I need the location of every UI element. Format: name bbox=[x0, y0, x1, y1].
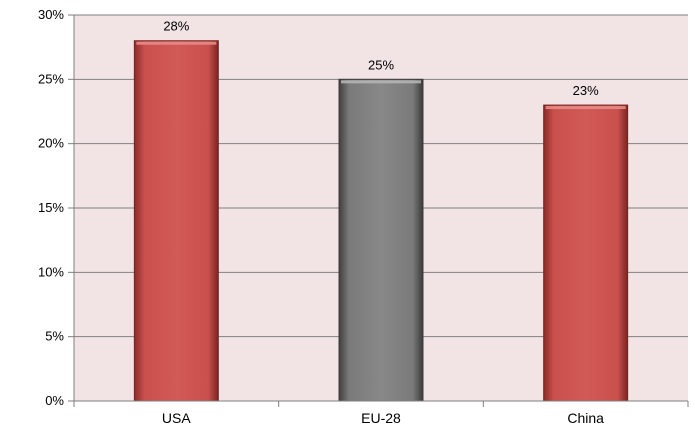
y-tick-label: 15% bbox=[38, 200, 64, 215]
bar-highlight bbox=[136, 41, 217, 45]
x-tick-labels: USA EU-28 China bbox=[162, 410, 604, 426]
y-tick-label: 10% bbox=[38, 264, 64, 279]
y-tick-label: 20% bbox=[38, 136, 64, 151]
data-label: 23% bbox=[573, 83, 599, 98]
y-tick-label: 0% bbox=[45, 393, 64, 408]
bar-highlight bbox=[545, 106, 626, 110]
bar-china bbox=[543, 104, 629, 402]
y-tick-label: 25% bbox=[38, 71, 64, 86]
y-tick-labels: 0% 5% 10% 15% 20% 25% 30% bbox=[38, 7, 64, 408]
y-tick-label: 30% bbox=[38, 7, 64, 22]
x-tick-label: China bbox=[567, 410, 604, 426]
data-labels: 28% 25% 23% bbox=[163, 19, 599, 98]
bar-eu-28 bbox=[338, 78, 424, 402]
bars bbox=[133, 40, 629, 402]
data-label: 25% bbox=[368, 57, 394, 72]
x-tick-label: EU-28 bbox=[361, 410, 401, 426]
y-tick-label: 5% bbox=[45, 329, 64, 344]
bar-highlight bbox=[341, 80, 421, 84]
axes bbox=[68, 14, 689, 407]
x-tick-label: USA bbox=[162, 410, 191, 426]
bar-usa bbox=[133, 40, 219, 402]
data-label: 28% bbox=[163, 19, 189, 34]
